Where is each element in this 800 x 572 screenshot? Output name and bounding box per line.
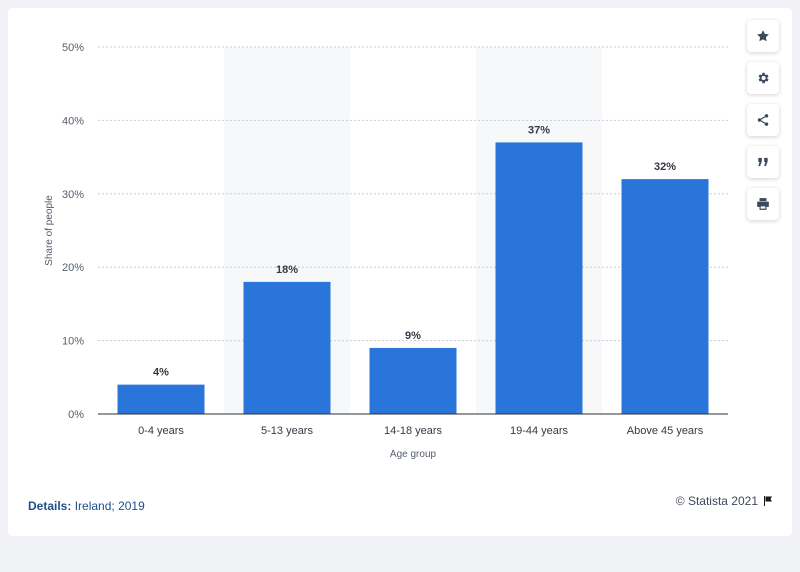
- bar: [621, 179, 709, 414]
- copyright-text[interactable]: © Statista 2021: [675, 494, 758, 508]
- data-label: 32%: [654, 161, 676, 173]
- cite-button[interactable]: [747, 146, 779, 178]
- quote-icon: [758, 157, 768, 167]
- y-tick-label: 30%: [62, 189, 84, 201]
- y-tick-label: 20%: [62, 262, 84, 274]
- copyright-note[interactable]: © Statista 2021: [676, 494, 774, 508]
- x-tick-label: 0-4 years: [138, 425, 184, 437]
- x-tick-label: 5-13 years: [261, 425, 313, 437]
- details-label: Details:: [28, 499, 72, 513]
- data-label: 18%: [276, 264, 298, 276]
- details-value: Ireland; 2019: [74, 499, 145, 513]
- bar: [369, 347, 457, 414]
- details-note: Details: Ireland; 2019: [28, 499, 145, 513]
- x-axis-label: Age group: [390, 449, 437, 460]
- y-axis-label: Share of people: [44, 195, 55, 266]
- share-icon: [757, 114, 769, 126]
- bar: [117, 384, 205, 414]
- favorite-button[interactable]: [747, 20, 779, 52]
- x-tick-label: 14-18 years: [384, 425, 443, 437]
- y-tick-label: 50%: [62, 42, 84, 54]
- chart-toolbar: [747, 20, 779, 230]
- star-icon: [757, 30, 769, 42]
- share-button[interactable]: [747, 104, 779, 136]
- flag-icon[interactable]: [762, 495, 774, 507]
- bar: [243, 281, 331, 414]
- bar: [495, 142, 583, 415]
- x-tick-label: 19-44 years: [510, 425, 569, 437]
- data-label: 37%: [528, 124, 550, 136]
- gear-icon: [758, 72, 769, 84]
- y-tick-label: 40%: [62, 115, 84, 127]
- settings-button[interactable]: [747, 62, 779, 94]
- data-label: 4%: [153, 367, 169, 379]
- x-tick-label: Above 45 years: [627, 425, 704, 437]
- y-tick-label: 0%: [68, 409, 84, 421]
- y-tick-label: 10%: [62, 336, 84, 348]
- data-label: 9%: [405, 330, 421, 342]
- print-icon: [757, 198, 769, 210]
- print-button[interactable]: [747, 188, 779, 220]
